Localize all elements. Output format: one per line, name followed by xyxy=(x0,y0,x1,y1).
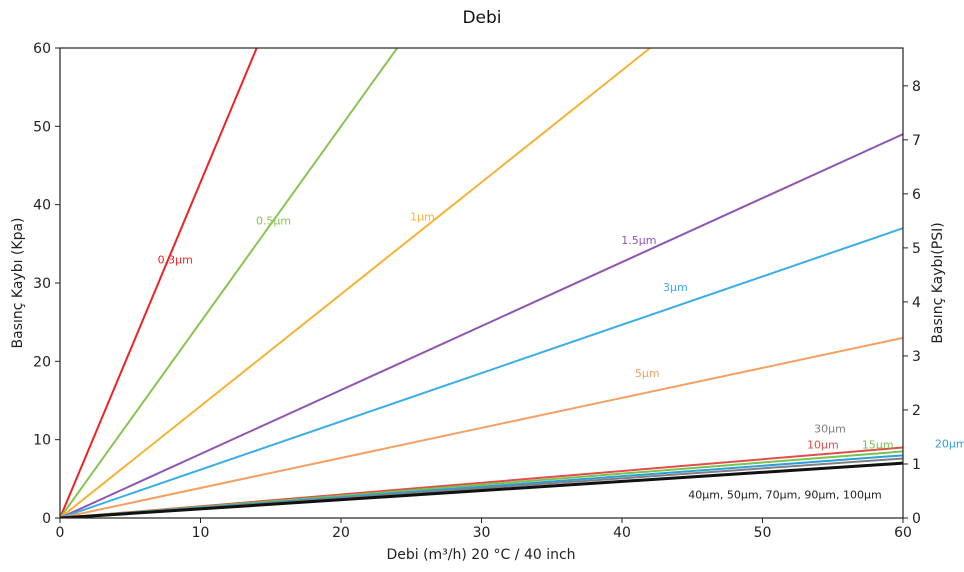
series-label: 0.3µm xyxy=(158,253,193,266)
y2-tick-label: 3 xyxy=(912,349,921,365)
series-label: 1µm xyxy=(410,210,435,223)
y-tick-label: 50 xyxy=(33,119,51,135)
series-labels: 0.3µm 0.5µm 1µm 1.5µm 3µm 5µm 10µm 15µm 20µm 30µm… xyxy=(158,210,964,501)
series-label: 3µm xyxy=(663,281,688,294)
y2-tick-label: 7 xyxy=(912,133,921,149)
y2-tick-label: 2 xyxy=(912,403,921,419)
y-tick-label: 0 xyxy=(42,511,51,527)
x-tick-label: 40 xyxy=(613,525,631,541)
series-lines xyxy=(60,48,903,518)
x-tick-label: 0 xyxy=(56,525,65,541)
series-label: 30µm xyxy=(814,423,846,436)
series-line xyxy=(60,48,652,518)
series-line xyxy=(60,227,903,518)
x-tick-label: 50 xyxy=(754,525,772,541)
plot-area-frame xyxy=(59,47,904,519)
y-axis-title-right: Basınç Kaybı(PSI) xyxy=(930,222,946,343)
y2-tick-label: 1 xyxy=(912,457,921,473)
y-tick-label: 60 xyxy=(33,41,51,57)
chart-title: Debi xyxy=(462,8,501,28)
y-axis-title-left: Basınç Kaybı (Kpa) xyxy=(10,218,26,349)
x-axis-title: Debi (m³/h) 20 °C / 40 inch xyxy=(386,547,575,563)
y2-tick-label: 5 xyxy=(912,241,921,257)
series-label: 40µm, 50µm, 70µm, 90µm, 100µm xyxy=(688,488,882,501)
y2-tick-label: 8 xyxy=(912,79,921,95)
series-label: 0.5µm xyxy=(256,214,291,227)
series-line xyxy=(60,461,903,518)
y-tick-label: 30 xyxy=(33,276,51,292)
y2-tick-label: 0 xyxy=(912,511,921,527)
y2-tick-label: 6 xyxy=(912,187,921,203)
series-label: 1.5µm xyxy=(621,234,656,247)
x-tick-label: 30 xyxy=(473,525,491,541)
y-tick-label: 40 xyxy=(33,198,51,214)
y-tick-label: 20 xyxy=(33,354,51,370)
series-label: 10µm xyxy=(807,438,839,451)
series-label: 15µm xyxy=(862,438,894,451)
series-line xyxy=(60,48,258,518)
series-label: 20µm xyxy=(935,438,964,451)
y-tick-label: 10 xyxy=(33,433,51,449)
series-line xyxy=(60,133,903,518)
x-tick-label: 60 xyxy=(894,525,912,541)
series-line xyxy=(60,336,903,518)
series-line xyxy=(60,48,399,518)
series-label: 5µm xyxy=(635,367,660,380)
y2-tick-label: 4 xyxy=(912,295,921,311)
x-tick-label: 20 xyxy=(332,525,350,541)
x-tick-label: 10 xyxy=(192,525,210,541)
